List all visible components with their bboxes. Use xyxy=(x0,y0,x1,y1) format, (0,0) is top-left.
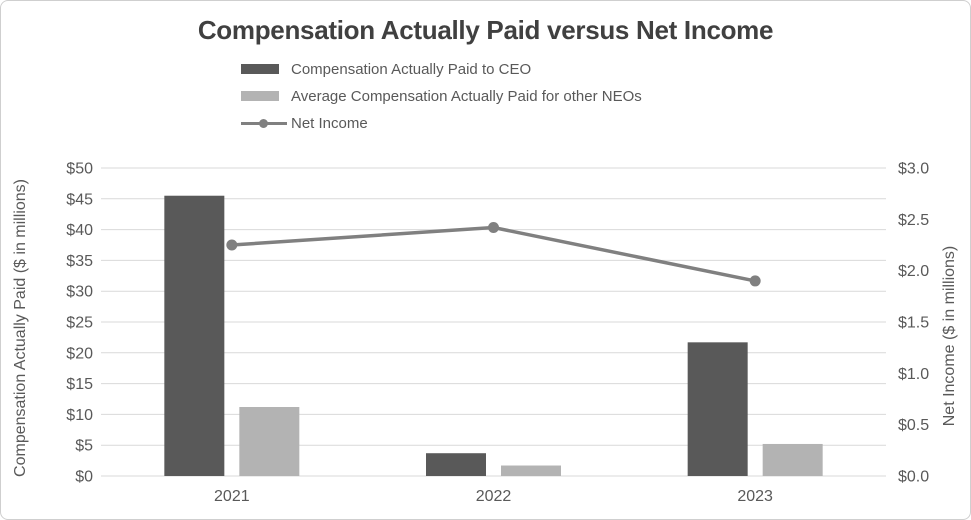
bar-neo-2021 xyxy=(239,407,300,476)
chart-plot-area: $0 $5 $10 $15 $20 $25 $30 $35 $40 $45 $50 $0.0 $0.5 $… xyxy=(12,161,958,506)
neo-bar-swatch-icon xyxy=(241,91,279,101)
net-income-marker-2023 xyxy=(749,275,761,287)
bar-neo-2022 xyxy=(501,465,561,476)
left-axis-tick-label: $0 xyxy=(75,469,93,486)
legend-label-neo: Average Compensation Actually Paid for o… xyxy=(291,87,642,105)
legend-label-ceo: Compensation Actually Paid to CEO xyxy=(291,60,532,78)
bar-neo-2023 xyxy=(762,443,823,476)
left-axis-title: Compensation Actually Paid ($ in million… xyxy=(12,179,29,477)
chart-title: Compensation Actually Paid versus Net In… xyxy=(197,15,774,45)
legend: Compensation Actually Paid to CEO Averag… xyxy=(241,60,642,132)
bar-ceo-2021 xyxy=(164,195,225,476)
x-axis-tick-label: 2022 xyxy=(476,488,512,505)
x-axis-tick-label: 2021 xyxy=(214,488,250,505)
right-axis-tick-label: $3.0 xyxy=(898,161,929,178)
bar-ceo-2023 xyxy=(687,342,748,476)
right-axis-tick-label: $0.0 xyxy=(898,469,929,486)
legend-label-net-income: Net Income xyxy=(291,114,368,132)
net-income-line xyxy=(231,225,756,283)
legend-item-net-income: Net Income xyxy=(241,114,642,132)
left-axis-tick-label: $30 xyxy=(66,284,93,301)
net-income-line-swatch-icon xyxy=(241,117,287,129)
net-income-marker-2022 xyxy=(488,222,499,234)
bar-ceo-2022 xyxy=(426,453,486,476)
right-axis-title: Net Income ($ in millions) xyxy=(941,246,958,427)
line-swatch-marker xyxy=(259,118,268,128)
right-axis-tick-label: $1.5 xyxy=(898,315,929,332)
left-axis-tick-label: $20 xyxy=(66,345,93,362)
right-axis-tick-label: $0.5 xyxy=(898,417,929,434)
left-axis-tick-label: $50 xyxy=(66,161,93,178)
left-axis-tick-label: $5 xyxy=(75,438,93,455)
right-axis-tick-label: $1.0 xyxy=(898,366,929,383)
ceo-bar-swatch-icon xyxy=(241,64,279,74)
right-axis-tick-label: $2.0 xyxy=(898,263,929,280)
left-axis-tick-label: $35 xyxy=(66,253,93,270)
left-axis-tick-label: $10 xyxy=(66,407,93,424)
left-axis-tick-label: $45 xyxy=(66,191,93,208)
x-axis-tick-label: 2023 xyxy=(737,488,773,505)
legend-item-ceo: Compensation Actually Paid to CEO xyxy=(241,60,642,78)
net-income-marker-2021 xyxy=(226,239,238,251)
right-axis-tick-label: $2.5 xyxy=(898,212,929,229)
left-axis-tick-label: $15 xyxy=(66,376,93,393)
left-axis-tick-label: $40 xyxy=(66,222,93,239)
legend-item-neo: Average Compensation Actually Paid for o… xyxy=(241,87,642,105)
left-axis-tick-label: $25 xyxy=(66,315,93,332)
